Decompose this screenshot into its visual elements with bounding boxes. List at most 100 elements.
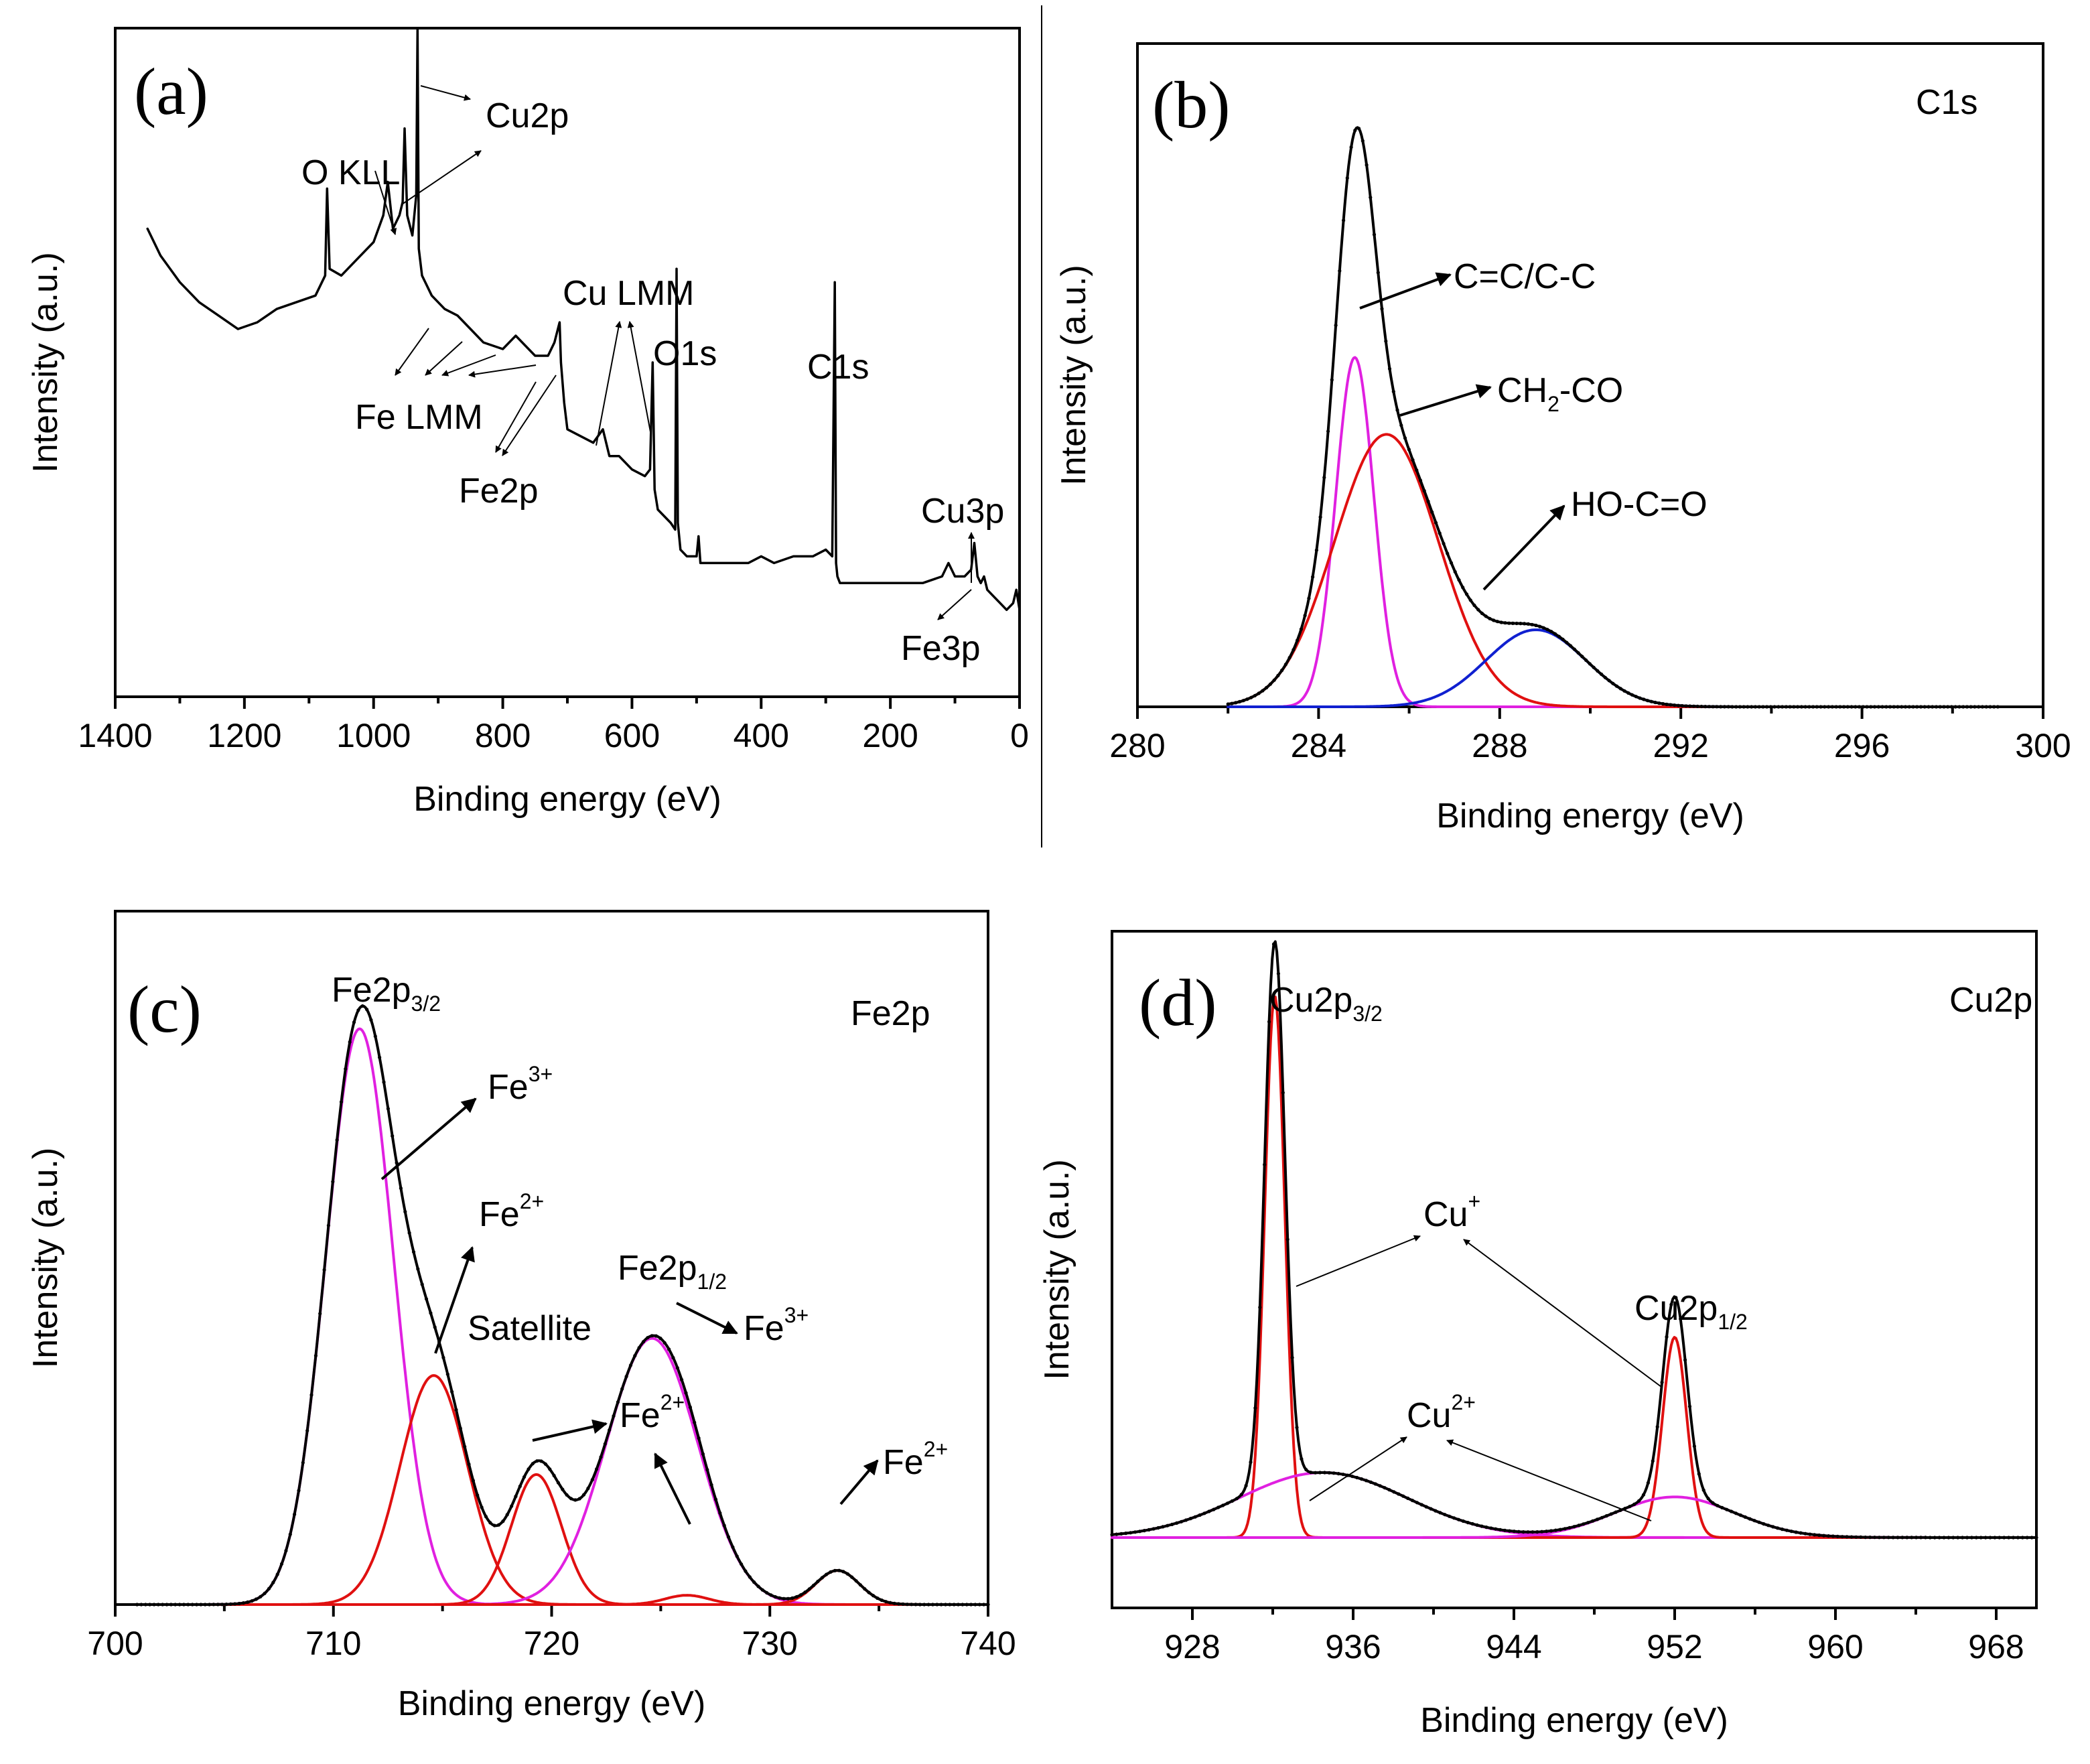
data-point xyxy=(476,1493,480,1497)
data-point xyxy=(680,1377,684,1381)
data-point xyxy=(1649,699,1653,703)
data-point xyxy=(1910,1536,1914,1540)
data-point xyxy=(275,1572,279,1576)
data-point xyxy=(1372,232,1377,236)
data-point xyxy=(1225,1501,1230,1505)
data-point xyxy=(1314,1471,1318,1475)
data-point xyxy=(1965,705,1969,709)
data-point xyxy=(1634,695,1638,699)
data-point xyxy=(977,1603,981,1607)
data-point xyxy=(973,1603,977,1607)
data-point xyxy=(1307,596,1311,600)
fe2-label-3: Fe2+ xyxy=(883,1437,948,1482)
data-point xyxy=(284,1549,288,1553)
data-point xyxy=(322,1268,326,1272)
data-point xyxy=(1415,1501,1419,1505)
data-point xyxy=(581,1493,586,1497)
data-point xyxy=(1261,689,1265,693)
data-point xyxy=(1961,705,1965,709)
data-point xyxy=(1549,1529,1553,1533)
data-point xyxy=(1957,705,1961,709)
data-point xyxy=(220,1603,224,1607)
data-point xyxy=(845,1572,849,1576)
data-point xyxy=(190,1603,194,1607)
data-point xyxy=(1395,408,1399,412)
data-point xyxy=(407,1231,411,1235)
data-point xyxy=(740,1562,744,1566)
c1s-label: C1s xyxy=(807,348,869,387)
data-point xyxy=(1815,705,1819,709)
data-point xyxy=(1715,705,1719,709)
data-point xyxy=(1507,621,1511,625)
data-point xyxy=(356,1008,360,1012)
envelope-line xyxy=(1111,940,2038,1539)
x-tick-label: 936 xyxy=(1325,1628,1381,1666)
data-point xyxy=(378,1055,382,1059)
data-point xyxy=(1448,1514,1452,1518)
data-point xyxy=(548,1467,552,1471)
y-axis-title: Intensity (a.u.) xyxy=(26,1148,65,1368)
data-point xyxy=(1872,705,1877,709)
data-point xyxy=(1387,1488,1391,1492)
data-point xyxy=(1434,521,1438,525)
data-point xyxy=(1580,655,1584,659)
data-point xyxy=(1494,1527,1498,1531)
fit-component-ho-c-o xyxy=(1227,628,2000,708)
data-point xyxy=(965,1603,969,1607)
data-point xyxy=(701,1452,705,1456)
data-point xyxy=(1253,693,1257,697)
data-point xyxy=(1703,705,1708,709)
data-point xyxy=(1811,705,1815,709)
data-point xyxy=(786,1597,790,1601)
data-point xyxy=(1730,1509,1734,1513)
data-point xyxy=(1281,1091,1285,1095)
x-tick-label: 0 xyxy=(1010,717,1029,754)
data-point xyxy=(1861,705,1865,709)
data-point xyxy=(1365,163,1369,167)
satellite-label: Satellite xyxy=(468,1309,591,1348)
data-point xyxy=(1830,705,1834,709)
data-point xyxy=(1618,687,1622,691)
data-point xyxy=(675,1366,679,1370)
data-point xyxy=(301,1461,305,1465)
data-point xyxy=(1819,705,1823,709)
data-point xyxy=(1239,1493,1243,1497)
data-point xyxy=(969,1603,973,1607)
data-point xyxy=(1823,705,1827,709)
data-point xyxy=(1707,705,1711,709)
data-point xyxy=(1429,1507,1433,1511)
data-point xyxy=(586,1487,590,1491)
x-tick-label: 200 xyxy=(862,717,918,754)
data-point xyxy=(1424,1505,1428,1509)
data-point xyxy=(1992,705,1996,709)
data-point xyxy=(1369,1480,1373,1484)
data-point xyxy=(1947,1536,1951,1540)
data-point xyxy=(1553,632,1557,636)
data-point xyxy=(1406,1496,1410,1500)
annotation-arrow xyxy=(434,1246,475,1354)
data-point xyxy=(833,1568,837,1572)
data-point xyxy=(1956,1536,1960,1540)
data-point xyxy=(531,1462,535,1466)
data-point xyxy=(790,1596,794,1600)
data-point xyxy=(1332,1471,1336,1475)
data-point xyxy=(1360,1477,1364,1481)
data-point xyxy=(1919,1536,1923,1540)
data-point xyxy=(365,1008,369,1012)
data-point xyxy=(156,1603,160,1607)
data-point xyxy=(1576,651,1580,655)
data-point xyxy=(1456,1517,1461,1521)
data-point xyxy=(1923,705,1927,709)
data-point xyxy=(731,1545,735,1549)
data-point xyxy=(773,1595,777,1599)
data-point xyxy=(956,1603,961,1607)
x-tick-label: 710 xyxy=(305,1625,361,1662)
data-point xyxy=(1541,626,1545,630)
data-point xyxy=(1322,1471,1326,1475)
data-point xyxy=(1600,1515,1604,1519)
data-point xyxy=(1896,1536,1900,1540)
fe-lmm-label: Fe LMM xyxy=(355,398,483,437)
data-point xyxy=(1789,1530,1793,1534)
data-point xyxy=(1399,423,1403,427)
